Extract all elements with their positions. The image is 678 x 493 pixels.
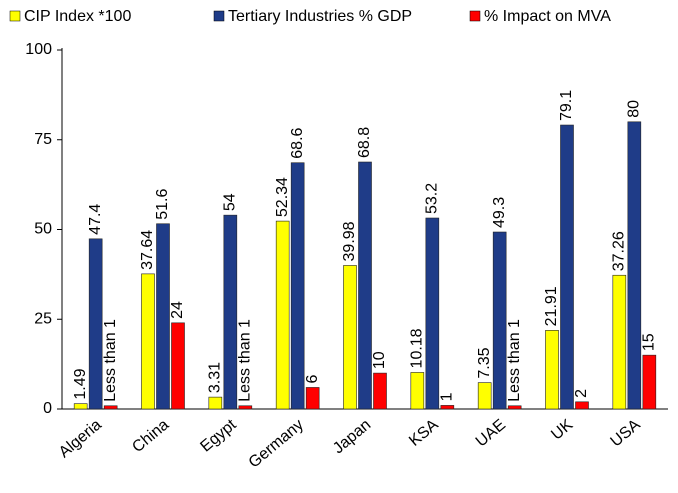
bar [156, 223, 170, 410]
bar [373, 372, 387, 410]
x-tick-label: KSA [406, 416, 442, 450]
bar [275, 220, 290, 410]
bar [560, 124, 574, 410]
legend-label: Tertiary Industries % GDP [228, 8, 412, 25]
data-label: 7.35 [476, 347, 493, 378]
data-label: 47.4 [87, 204, 104, 235]
bar [238, 405, 253, 410]
x-tick-label: Algeria [56, 416, 105, 461]
data-label: 1 [439, 392, 456, 401]
data-label: Less than 1 [102, 319, 119, 402]
y-tick-label: 50 [34, 221, 52, 238]
bar [545, 330, 559, 410]
data-label: 1.49 [72, 368, 89, 399]
data-label: 39.98 [341, 221, 358, 261]
data-label: 51.6 [154, 189, 171, 220]
data-label: 37.64 [139, 230, 156, 270]
bar [440, 405, 455, 410]
legend-swatch [469, 10, 481, 22]
data-label: 37.26 [611, 231, 628, 271]
x-tick-label: UK [548, 416, 576, 444]
data-label: 3.31 [207, 362, 224, 393]
bar [305, 387, 320, 410]
bar [208, 396, 223, 410]
bar [477, 382, 492, 410]
y-tick-label: 100 [25, 41, 52, 58]
data-label: 80 [626, 100, 643, 118]
bar [358, 161, 372, 410]
data-label: 49.3 [491, 197, 508, 228]
x-tick-label: China [129, 416, 172, 456]
bar [103, 405, 118, 410]
y-tick-label: 25 [34, 310, 52, 327]
bar [425, 217, 440, 410]
data-label: Less than 1 [237, 319, 254, 402]
data-label: 53.2 [424, 183, 441, 214]
data-label: 68.6 [289, 127, 306, 158]
x-tick-label: USA [607, 416, 643, 450]
y-tick-label: 75 [34, 131, 52, 148]
data-label: Less than 1 [506, 319, 523, 402]
legend-label: % Impact on MVA [484, 8, 611, 25]
data-label: 15 [641, 333, 658, 351]
bar [73, 403, 88, 410]
bar [171, 322, 185, 410]
bar [290, 162, 305, 410]
bar [223, 214, 238, 410]
bar [88, 238, 103, 410]
bar [642, 354, 657, 410]
data-label: 52.34 [274, 177, 291, 217]
bar [627, 121, 642, 410]
data-label: 10 [371, 351, 388, 369]
bar [343, 265, 357, 410]
legend-swatch [9, 10, 21, 22]
data-label: 10.18 [409, 328, 426, 368]
bar [410, 372, 425, 410]
legend-swatch [213, 10, 225, 22]
data-label: 6 [304, 374, 321, 383]
y-tick-label: 0 [43, 400, 52, 417]
legend-label: CIP Index *100 [24, 8, 131, 25]
bar [507, 405, 522, 410]
bar [612, 274, 627, 410]
bar [141, 273, 155, 410]
x-tick-label: Japan [330, 416, 374, 457]
data-label: 24 [169, 301, 186, 319]
data-label: 2 [573, 389, 590, 398]
bar [492, 231, 507, 410]
data-label: 54 [222, 193, 239, 211]
x-tick-label: UAE [473, 416, 509, 450]
data-label: 68.8 [356, 127, 373, 158]
data-label: 79.1 [558, 90, 575, 121]
bar [575, 401, 589, 410]
x-tick-label: Germany [246, 416, 307, 471]
x-tick-label: Egypt [197, 416, 240, 456]
data-label: 21.91 [543, 286, 560, 326]
